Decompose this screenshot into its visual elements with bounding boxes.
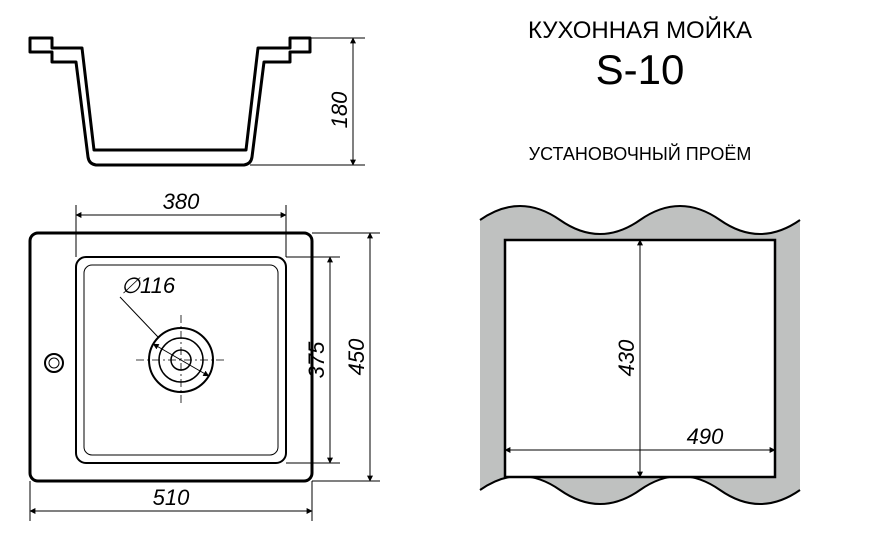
dim-450: 450: [344, 338, 369, 375]
cutout-title: УСТАНОВОЧНЫЙ ПРОЁМ: [529, 143, 752, 164]
dim-diameter: ∅116: [121, 273, 176, 298]
plan-view: ∅116 380 375 450 510: [30, 189, 380, 521]
drain: ∅116: [120, 273, 226, 405]
profile-outline: [30, 38, 310, 165]
dim-180: 180: [327, 91, 352, 128]
title-line1: КУХОННАЯ МОЙКА: [528, 16, 752, 44]
dim-510: 510: [153, 485, 190, 510]
dim-380: 380: [163, 189, 200, 214]
title-model: S-10: [596, 46, 685, 93]
tap-hole: [45, 354, 63, 372]
cutout-view: УСТАНОВОЧНЫЙ ПРОЁМ 430 490: [480, 143, 800, 504]
profile-view: 180: [30, 38, 365, 165]
title-block: КУХОННАЯ МОЙКА S-10: [528, 16, 752, 93]
dim-375: 375: [304, 341, 329, 378]
dim-490: 490: [687, 424, 724, 449]
dim-430: 430: [614, 339, 639, 376]
